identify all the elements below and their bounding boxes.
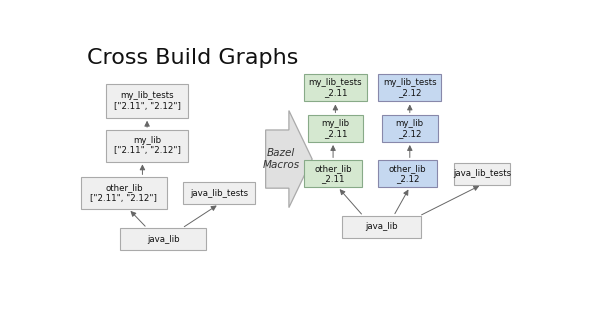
Text: Cross Build Graphs: Cross Build Graphs — [86, 48, 298, 67]
FancyBboxPatch shape — [343, 216, 421, 238]
FancyBboxPatch shape — [454, 163, 510, 185]
Text: my_lib
["2.11", "2.12"]: my_lib ["2.11", "2.12"] — [113, 136, 181, 155]
FancyBboxPatch shape — [106, 130, 188, 162]
FancyBboxPatch shape — [379, 160, 437, 187]
Text: my_lib
_2.11: my_lib _2.11 — [322, 119, 349, 139]
Text: java_lib_tests: java_lib_tests — [453, 169, 511, 178]
FancyBboxPatch shape — [81, 177, 167, 209]
FancyBboxPatch shape — [304, 160, 362, 187]
FancyBboxPatch shape — [382, 115, 438, 142]
Text: other_lib
["2.11", "2.12"]: other_lib ["2.11", "2.12"] — [91, 183, 157, 203]
Text: my_lib_tests
["2.11", "2.12"]: my_lib_tests ["2.11", "2.12"] — [113, 91, 181, 111]
Text: java_lib: java_lib — [147, 235, 179, 243]
Text: my_lib_tests
_2.12: my_lib_tests _2.12 — [383, 78, 437, 97]
FancyBboxPatch shape — [183, 182, 255, 204]
Polygon shape — [266, 111, 312, 208]
Text: Bazel
Macros: Bazel Macros — [262, 148, 299, 170]
Text: other_lib
_2.12: other_lib _2.12 — [389, 164, 426, 183]
FancyBboxPatch shape — [106, 84, 188, 118]
FancyBboxPatch shape — [379, 74, 441, 101]
FancyBboxPatch shape — [304, 74, 367, 101]
Text: java_lib: java_lib — [365, 222, 398, 232]
FancyBboxPatch shape — [308, 115, 364, 142]
FancyBboxPatch shape — [121, 228, 206, 250]
Text: my_lib
_2.12: my_lib _2.12 — [396, 119, 424, 139]
Text: other_lib
_2.11: other_lib _2.11 — [314, 164, 352, 183]
Text: java_lib_tests: java_lib_tests — [190, 189, 248, 198]
Text: my_lib_tests
_2.11: my_lib_tests _2.11 — [308, 78, 362, 97]
